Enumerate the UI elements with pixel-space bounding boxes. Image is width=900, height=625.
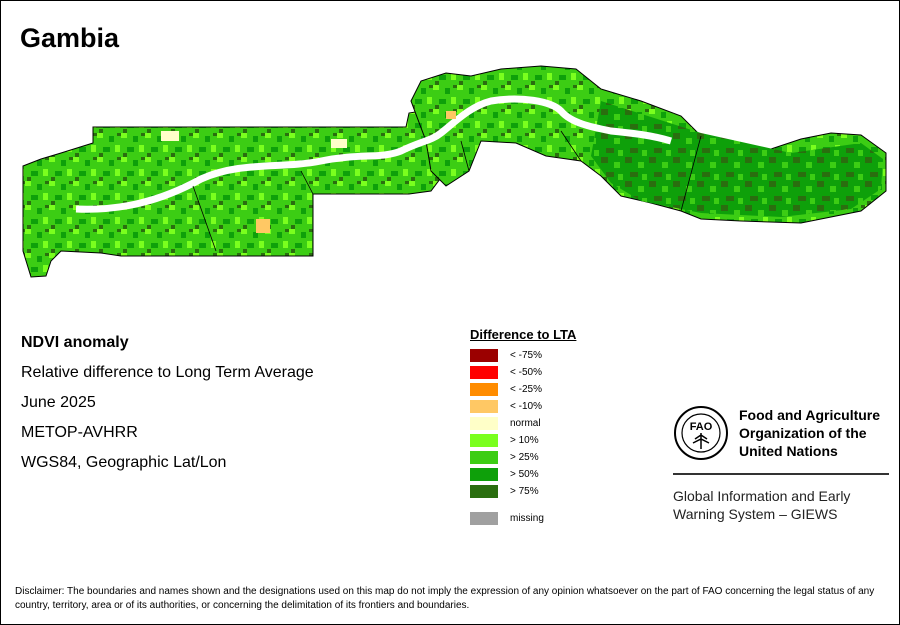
fao-name-line: Organization of the xyxy=(739,425,867,441)
legend-row: > 75% xyxy=(470,483,576,500)
fao-name-line: United Nations xyxy=(739,443,838,459)
gambia-river xyxy=(75,95,673,213)
legend-rows: < -75% < -50% < -25% < -10% normal > 10% > 25%… xyxy=(470,347,576,500)
legend-title: Difference to LTA xyxy=(470,327,577,342)
legend-swatch xyxy=(470,434,498,447)
giews-name: Global Information and Early Warning Sys… xyxy=(673,487,889,523)
map-info: NDVI anomaly Relative difference to Long… xyxy=(21,333,314,483)
legend-swatch xyxy=(470,400,498,413)
legend-label: > 75% xyxy=(510,486,539,497)
legend-row: < -75% xyxy=(470,347,576,364)
legend-row-missing: missing xyxy=(470,510,576,527)
legend-label: > 10% xyxy=(510,435,539,446)
disclaimer: Disclaimer: The boundaries and names sho… xyxy=(15,586,875,611)
giews-line: Global Information and Early xyxy=(673,488,851,504)
fao-divider xyxy=(673,473,889,475)
legend-swatch xyxy=(470,417,498,430)
legend-swatch xyxy=(470,451,498,464)
legend-row: > 25% xyxy=(470,449,576,466)
legend-label: < -25% xyxy=(510,384,542,395)
legend-swatch xyxy=(470,485,498,498)
legend-row: < -25% xyxy=(470,381,576,398)
fao-name-line: Food and Agriculture xyxy=(739,407,881,423)
legend-swatch xyxy=(470,383,498,396)
legend-swatch xyxy=(470,468,498,481)
legend-swatch xyxy=(470,349,498,362)
legend-label: normal xyxy=(510,418,541,429)
legend-row: < -10% xyxy=(470,398,576,415)
legend-row: > 50% xyxy=(470,466,576,483)
fao-branding: FAO Food and Agriculture Organization of… xyxy=(673,405,889,523)
legend-label: < -50% xyxy=(510,367,542,378)
info-line-product: NDVI anomaly xyxy=(21,334,129,351)
legend-label: > 25% xyxy=(510,452,539,463)
legend-label: < -75% xyxy=(510,350,542,361)
map-title: Gambia xyxy=(20,23,120,53)
legend-row: normal xyxy=(470,415,576,432)
legend-row: < -50% xyxy=(470,364,576,381)
fao-logo-letters: FAO xyxy=(690,421,713,433)
legend-row: > 10% xyxy=(470,432,576,449)
map-legend: Difference to LTA < -75% < -50% < -25% < -1… xyxy=(470,327,576,527)
ndvi-map xyxy=(22,65,887,278)
info-line-sensor: METOP-AVHRR xyxy=(21,424,138,441)
legend-label-missing: missing xyxy=(510,513,544,524)
legend-swatch-missing xyxy=(470,512,498,525)
info-line-period: June 2025 xyxy=(21,394,96,411)
giews-line: Warning System – GIEWS xyxy=(673,506,838,522)
legend-label: > 50% xyxy=(510,469,539,480)
east-dense-vegetation xyxy=(591,101,883,217)
info-line-description: Relative difference to Long Term Average xyxy=(21,364,314,381)
country-west-region xyxy=(22,110,447,278)
legend-swatch xyxy=(470,366,498,379)
fao-logo-icon: FAO xyxy=(674,406,728,460)
fao-organization-name: Food and Agriculture Organization of the… xyxy=(739,406,880,460)
legend-label: < -10% xyxy=(510,401,542,412)
info-line-projection: WGS84, Geographic Lat/Lon xyxy=(21,454,227,471)
